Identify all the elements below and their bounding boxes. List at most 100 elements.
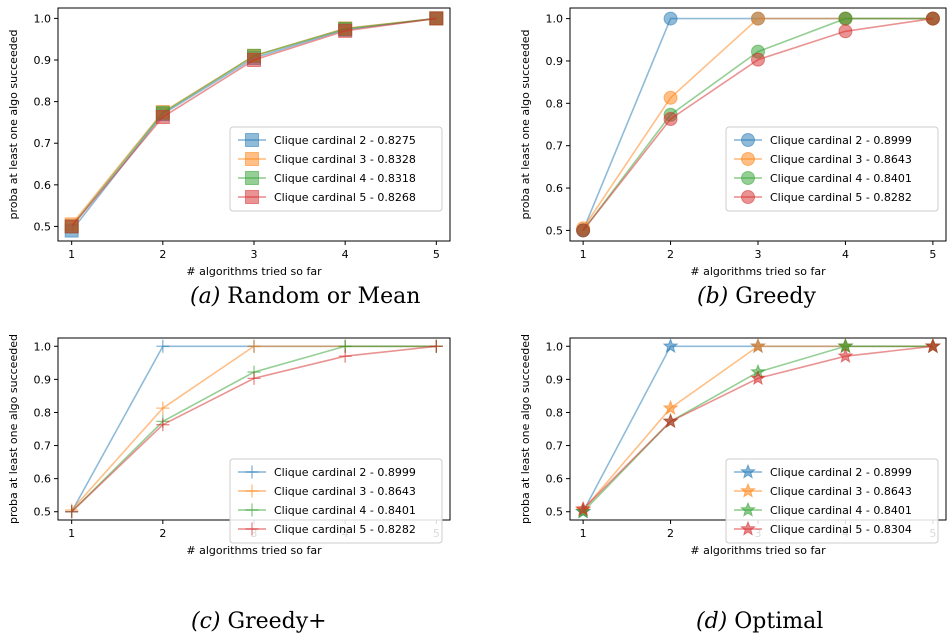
- legend-frame: [229, 126, 443, 212]
- y-tick-label: 0.7: [546, 140, 564, 153]
- data-point: [662, 337, 679, 354]
- legend-label: Clique cardinal 5 - 0.8282: [274, 523, 416, 536]
- data-point: [64, 219, 79, 234]
- legend-marker: [741, 171, 755, 185]
- series-5: [65, 339, 443, 519]
- legend-marker: [741, 190, 755, 204]
- data-point: [924, 337, 941, 354]
- caption-letter: (a): [190, 284, 220, 309]
- caption-letter: (b): [697, 284, 728, 309]
- x-tick-label: 3: [755, 248, 762, 261]
- data-point: [838, 11, 853, 26]
- x-tick-label: 2: [159, 527, 166, 540]
- data-point: [338, 349, 352, 363]
- panel-caption: (a) Random or Mean: [190, 284, 420, 309]
- legend-frame: [725, 126, 939, 212]
- legend-marker: [245, 503, 259, 517]
- panel-caption: (c) Greedy+: [191, 609, 327, 634]
- data-point: [663, 111, 678, 126]
- chart-panel-1: 1 2 3 4 5 0.5 0.6 0.7 0.8 0.9 1.0 # algorithms trie…: [7, 7, 451, 309]
- y-tick-label: 0.6: [34, 473, 52, 486]
- legend-marker: [740, 463, 756, 479]
- data-point: [429, 339, 443, 353]
- data-point: [750, 337, 766, 354]
- y-axis-label: proba at least one algo succeeded: [7, 30, 20, 220]
- legend-marker: [245, 152, 259, 166]
- x-axis-label: # algorithms tried so far: [690, 265, 826, 278]
- data-point: [751, 52, 765, 67]
- legend-label: Clique cardinal 2 - 0.8275: [274, 134, 416, 147]
- y-tick-label: 0.9: [546, 55, 564, 68]
- legend-marker: [740, 482, 756, 498]
- data-point: [338, 23, 353, 38]
- x-axis-label: # algorithms tried so far: [186, 265, 322, 278]
- y-tick-label: 0.8: [34, 406, 52, 419]
- legend-marker: [740, 520, 756, 536]
- legend: Clique cardinal 2 - 0.8999 Clique cardina…: [229, 458, 443, 544]
- legend-label: Clique cardinal 5 - 0.8304: [770, 523, 912, 536]
- legend-label: Clique cardinal 3 - 0.8328: [274, 153, 416, 166]
- legend-frame: [725, 458, 939, 544]
- data-point: [156, 418, 170, 432]
- data-point: [837, 347, 854, 363]
- caption-text: Greedy: [728, 284, 816, 309]
- x-tick-label: 1: [68, 248, 75, 261]
- series-5: [576, 11, 940, 238]
- caption-text: Greedy+: [221, 609, 327, 634]
- y-axis-label: proba at least one algo succeeded: [7, 334, 20, 524]
- chart-panel-2: 1 2 3 4 5 0.5 0.6 0.7 0.8 0.9 1.0 # algorithms trie…: [519, 7, 947, 309]
- data-point: [247, 53, 261, 68]
- x-tick-label: 2: [159, 248, 166, 261]
- y-tick-label: 0.6: [546, 473, 564, 486]
- x-axis-label: # algorithms tried so far: [690, 544, 826, 557]
- legend-label: Clique cardinal 3 - 0.8643: [770, 485, 912, 498]
- legend-marker: [245, 522, 259, 536]
- x-tick-label: 3: [251, 248, 258, 261]
- x-tick-label: 1: [580, 527, 587, 540]
- y-axis-label: proba at least one algo succeeded: [519, 334, 532, 524]
- y-tick-label: 0.5: [546, 506, 564, 519]
- y-tick-label: 0.5: [34, 220, 52, 233]
- legend-label: Clique cardinal 5 - 0.8282: [770, 191, 912, 204]
- data-point: [750, 369, 766, 386]
- legend-label: Clique cardinal 2 - 0.8999: [274, 466, 416, 479]
- data-point: [247, 371, 261, 385]
- legend-marker: [741, 152, 755, 166]
- panel-caption: (d) Optimal: [696, 609, 823, 634]
- legend-label: Clique cardinal 3 - 0.8643: [770, 153, 912, 166]
- y-tick-label: 0.8: [34, 96, 52, 109]
- legend-label: Clique cardinal 3 - 0.8643: [274, 485, 416, 498]
- y-tick-label: 0.6: [546, 182, 564, 195]
- series-5: [64, 11, 444, 234]
- y-tick-label: 0.9: [546, 373, 564, 386]
- data-point: [575, 500, 592, 516]
- x-tick-label: 4: [342, 248, 349, 261]
- caption-letter: (d): [696, 609, 727, 634]
- legend-marker: [245, 484, 259, 498]
- data-point: [156, 339, 170, 353]
- legend: Clique cardinal 2 - 0.8999 Clique cardina…: [725, 126, 939, 212]
- x-tick-label: 4: [842, 248, 849, 261]
- legend-label: Clique cardinal 2 - 0.8999: [770, 466, 912, 479]
- caption-letter: (c): [191, 609, 221, 634]
- legend-label: Clique cardinal 4 - 0.8401: [770, 172, 912, 185]
- x-axis-label: # algorithms tried so far: [186, 544, 322, 557]
- x-tick-label: 1: [68, 527, 75, 540]
- legend-marker: [245, 465, 259, 479]
- y-tick-label: 0.6: [34, 179, 52, 192]
- legend-marker: [245, 133, 259, 147]
- y-tick-label: 0.5: [34, 506, 52, 519]
- y-tick-label: 0.7: [34, 137, 52, 150]
- data-point: [838, 24, 853, 39]
- caption-text: Optimal: [727, 609, 823, 634]
- legend-frame: [229, 458, 443, 544]
- legend-label: Clique cardinal 4 - 0.8318: [274, 172, 416, 185]
- legend: Clique cardinal 2 - 0.8275 Clique cardina…: [229, 126, 443, 212]
- y-axis-label: proba at least one algo succeeded: [519, 30, 532, 220]
- x-tick-label: 5: [433, 248, 440, 261]
- data-point: [247, 339, 261, 353]
- data-point: [156, 401, 170, 415]
